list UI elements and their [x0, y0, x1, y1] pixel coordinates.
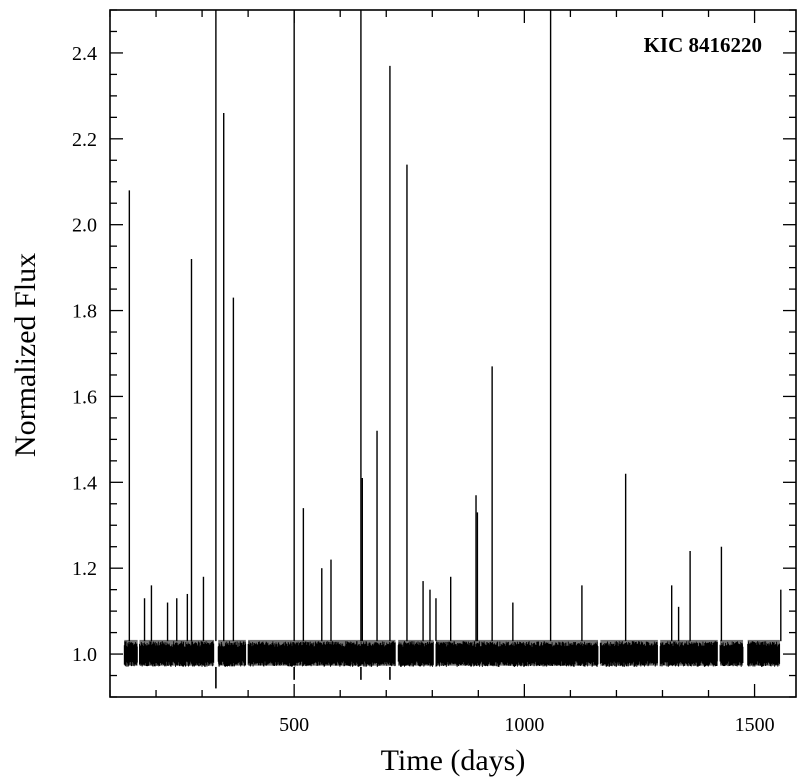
baseline-band-2 — [218, 639, 246, 666]
baseline-band-4 — [398, 639, 434, 666]
y-tick-label: 2.0 — [72, 215, 97, 237]
x-tick-label: 1500 — [735, 714, 775, 736]
x-tick-label: 1000 — [504, 714, 544, 736]
axis-ticks — [109, 9, 796, 698]
baseline-band-7 — [660, 639, 718, 666]
y-tick-label: 1.8 — [72, 301, 97, 323]
y-tick-label: 1.0 — [72, 644, 97, 666]
y-tick-label: 1.2 — [72, 558, 97, 580]
y-tick-label: 1.4 — [72, 472, 97, 494]
annotation-label: KIC 8416220 — [644, 33, 762, 57]
baseline-band-0 — [124, 639, 138, 666]
x-tick-labels: 500 1000 1500 — [279, 714, 774, 736]
y-tick-label: 2.2 — [72, 129, 97, 151]
flare-series — [128, 10, 782, 689]
x-axis-title: Time (days) — [381, 744, 526, 777]
baseline-band-1 — [139, 639, 215, 666]
baseline-band-5 — [435, 639, 599, 666]
y-tick-label: 1.6 — [72, 386, 97, 408]
y-tick-label: 2.4 — [72, 43, 97, 65]
y-tick-labels: 1.0 1.2 1.4 1.6 1.8 2.0 2.2 2.4 — [72, 43, 97, 666]
y-axis-title: Normalized Flux — [9, 253, 42, 457]
baseline-noise — [123, 639, 781, 667]
baseline-band-8 — [720, 639, 744, 666]
baseline-band-3 — [248, 639, 396, 666]
x-tick-label: 500 — [279, 714, 309, 736]
plot-frame — [109, 9, 797, 698]
baseline-band-6 — [600, 639, 658, 666]
baseline-band-9 — [747, 639, 780, 666]
